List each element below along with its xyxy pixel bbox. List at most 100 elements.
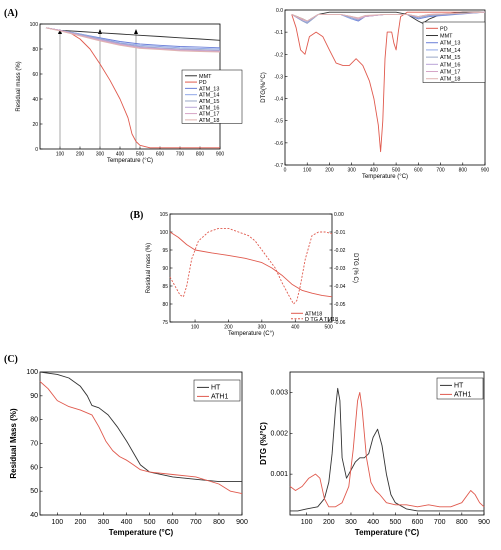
legend-frame xyxy=(422,21,486,83)
x-tick-label: 0 xyxy=(284,168,287,174)
y-tick-label: 100 xyxy=(30,22,39,28)
y-axis-label: DTG(%/°C) xyxy=(261,72,267,102)
x-tick-label: 200 xyxy=(76,152,85,158)
x-tick-label: 500 xyxy=(136,152,145,158)
chart-c2: 100 200 300 400 500 600 700 800 900 0.001 0.002 0.0… xyxy=(259,371,490,537)
x-tick-label: 200 xyxy=(323,519,335,526)
series-line xyxy=(45,27,221,53)
x-axis-label: Temperature (°C) xyxy=(107,158,153,164)
panel-label-c: (C) xyxy=(4,354,18,365)
y-tick-label: 0.001 xyxy=(270,471,288,478)
chart-b: 100 200 300 400 500 75 80 85 90 95 100 105 0.00 -0.01… xyxy=(146,212,358,337)
legend-frame xyxy=(181,69,243,124)
y-tick-label: 80 xyxy=(162,302,168,308)
x-tick-label: 100 xyxy=(51,519,63,526)
y2-axis-label: DTG (% C) xyxy=(352,253,358,283)
x-tick-label: 100 xyxy=(191,325,200,331)
chart-a1: 100 200 300 400 500 600 700 800 900 0 20 40 60 80 100 T… xyxy=(16,22,243,164)
y-tick-label: 75 xyxy=(162,320,168,326)
y-tick-label: 20 xyxy=(32,122,38,128)
series-line xyxy=(39,381,243,495)
x-tick-label: 400 xyxy=(291,325,300,331)
legend-label: ATM_14 xyxy=(440,48,460,54)
y-axis-label: DTG (%/°C) xyxy=(259,422,268,465)
plot-frame xyxy=(284,9,486,166)
x-tick-label: 100 xyxy=(303,168,312,174)
legend-label: ATM_17 xyxy=(199,112,219,118)
legend-label: ATM_13 xyxy=(199,86,219,92)
charts-layer: 100 200 300 400 500 600 700 800 900020406080100T… xyxy=(9,8,490,537)
y-tick-label: 70 xyxy=(30,441,38,448)
y-tick-label: 85 xyxy=(162,284,168,290)
y-tick-label: 60 xyxy=(30,464,38,471)
legend-label: ATM_15 xyxy=(199,99,219,105)
y2-tick-label: -0.06 xyxy=(334,320,346,326)
x-tick-label: 200 xyxy=(325,168,334,174)
x-tick-label: 300 xyxy=(98,519,110,526)
chart-a2: 0 100 200 300 400 500 600 700 800 900 0.0 -0.1 -0.2 -… xyxy=(261,8,489,180)
x-tick-label: 700 xyxy=(436,168,445,174)
y-tick-label: 50 xyxy=(30,488,38,495)
y-tick-label: -0.2 xyxy=(274,52,283,58)
legend-label: PD xyxy=(440,26,448,32)
legend: HT ATH1 xyxy=(436,377,484,400)
y-tick-label: -0.5 xyxy=(274,119,283,125)
legend: MMTPDATM_13ATM_14ATM_15ATM_16ATM_17ATM_1… xyxy=(181,69,243,124)
legend-label: D TG A TM18 xyxy=(305,317,338,323)
legend-label: ATM_17 xyxy=(440,70,460,76)
y-tick-label: -0.7 xyxy=(274,163,283,169)
x-tick-label: 800 xyxy=(456,519,468,526)
plot-frame xyxy=(169,213,333,323)
series-line xyxy=(169,231,333,298)
series-line xyxy=(169,227,333,305)
arrow-marker xyxy=(134,29,138,34)
y-tick-label: 0.003 xyxy=(270,389,288,396)
series-line xyxy=(290,387,484,512)
legend-label: ATM_13 xyxy=(440,41,460,47)
x-tick-label: 800 xyxy=(196,152,205,158)
y-tick-label: 0.0 xyxy=(276,8,283,14)
series-line xyxy=(291,11,486,22)
y-tick-label: 40 xyxy=(32,97,38,103)
y2-tick-label: -0.01 xyxy=(334,230,346,236)
legend-label: HT xyxy=(454,382,464,389)
y2-tick-label: -0.04 xyxy=(334,284,346,290)
y-tick-label: 100 xyxy=(160,230,169,236)
series-line xyxy=(45,27,221,52)
x-axis-label: Temperature (°C) xyxy=(362,174,408,180)
x-tick-label: 800 xyxy=(213,519,225,526)
y-tick-label: 0.002 xyxy=(270,430,288,437)
y-tick-label: 40 xyxy=(30,512,38,519)
y-tick-label: 80 xyxy=(30,417,38,424)
x-tick-label: 200 xyxy=(224,325,233,331)
x-tick-label: 600 xyxy=(156,152,165,158)
y-tick-label: 90 xyxy=(30,393,38,400)
legend-label: MMT xyxy=(440,34,453,40)
x-tick-label: 900 xyxy=(481,168,490,174)
x-tick-label: 600 xyxy=(167,519,179,526)
x-tick-label: 600 xyxy=(414,168,423,174)
y-tick-label: 90 xyxy=(162,266,168,272)
y-tick-label: -0.4 xyxy=(274,97,283,103)
series-line xyxy=(291,11,486,24)
legend-label: ATH1 xyxy=(454,391,471,398)
y-tick-label: 80 xyxy=(32,47,38,53)
panel-label-a: (A) xyxy=(4,8,18,19)
x-tick-label: 700 xyxy=(434,519,446,526)
legend-label: ATM_18 xyxy=(440,77,460,83)
y-axis-label: Residual Mass (%) xyxy=(9,408,18,479)
legend-frame xyxy=(436,377,484,400)
arrow-marker xyxy=(58,29,62,34)
x-tick-label: 400 xyxy=(367,519,379,526)
y2-tick-label: -0.05 xyxy=(334,302,346,308)
legend-frame xyxy=(193,379,241,402)
series-line xyxy=(45,27,221,41)
legend-label: MMT xyxy=(199,74,212,80)
y-tick-label: 0 xyxy=(35,147,38,153)
x-tick-label: 500 xyxy=(144,519,156,526)
x-tick-label: 300 xyxy=(347,168,356,174)
x-axis-label: Temperature (°C) xyxy=(355,528,420,537)
